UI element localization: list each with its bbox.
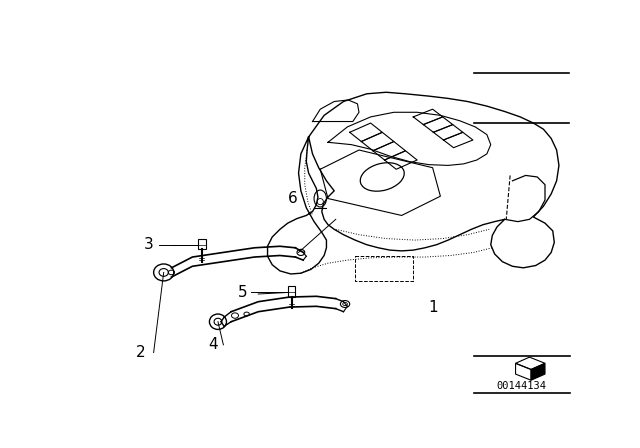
Text: 5: 5 — [238, 285, 248, 300]
Text: 3: 3 — [143, 237, 153, 252]
Text: 00144134: 00144134 — [497, 381, 547, 392]
Text: 2: 2 — [136, 345, 145, 360]
Polygon shape — [531, 363, 545, 380]
Text: 6: 6 — [288, 191, 298, 206]
Text: 1: 1 — [428, 300, 437, 315]
Text: 4: 4 — [209, 337, 218, 352]
